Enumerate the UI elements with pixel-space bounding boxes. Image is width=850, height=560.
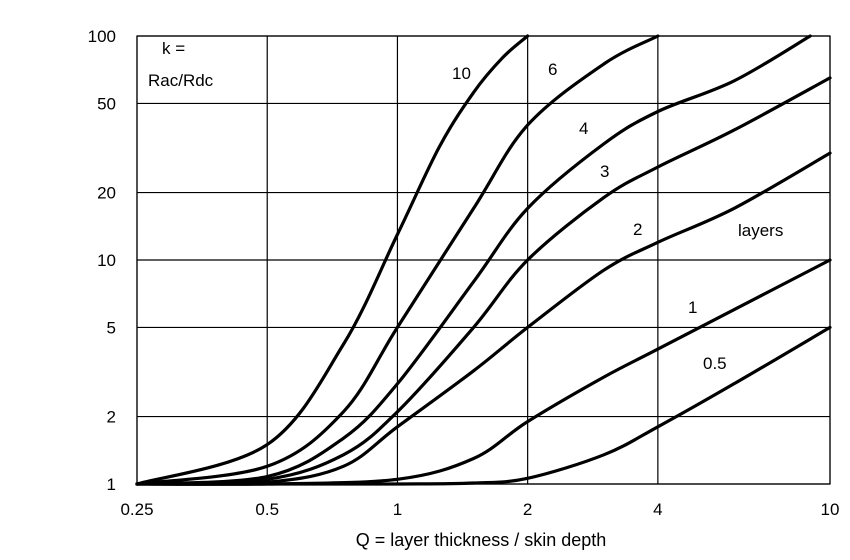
series-label-0.5: 0.5: [703, 354, 727, 373]
series-line-6: [135, 34, 660, 486]
series-label-1: 1: [688, 298, 697, 317]
y-axis-title-line2: Rac/Rdc: [148, 71, 214, 90]
y-axis-title-line1: k =: [162, 39, 185, 58]
series-line-3: [135, 76, 832, 486]
series-line-4: [135, 34, 812, 486]
series-line-10: [135, 34, 530, 486]
series-line-1: [135, 258, 832, 486]
y-tick-label: 5: [107, 318, 116, 337]
x-tick-label: 0.5: [255, 500, 279, 519]
series-label-6: 6: [548, 60, 557, 79]
y-tick-label: 10: [97, 251, 116, 270]
x-tick-label: 4: [653, 500, 662, 519]
series-label-4: 4: [579, 119, 588, 138]
y-tick-label: 1: [107, 475, 116, 494]
y-tick-label: 50: [97, 94, 116, 113]
x-tick-label: 1: [393, 500, 402, 519]
y-tick-label: 2: [107, 408, 116, 427]
series-label-3: 3: [600, 162, 609, 181]
series-label-2: 2: [633, 220, 642, 239]
x-tick-label: 10: [821, 500, 840, 519]
series-label-10: 10: [452, 64, 471, 83]
x-tick-label: 2: [523, 500, 532, 519]
y-tick-label: 100: [88, 27, 116, 46]
x-tick-label: 0.25: [120, 500, 153, 519]
grid: [136, 35, 831, 485]
legend-title: layers: [738, 221, 783, 240]
series-line-2: [135, 151, 832, 486]
x-axis-title: Q = layer thickness / skin depth: [356, 530, 607, 550]
curves: [135, 34, 832, 486]
tick-labels: 0.25 0.5 1 2 4 10 1 2 5 10 20 50 100: [88, 27, 840, 519]
y-tick-label: 20: [97, 184, 116, 203]
